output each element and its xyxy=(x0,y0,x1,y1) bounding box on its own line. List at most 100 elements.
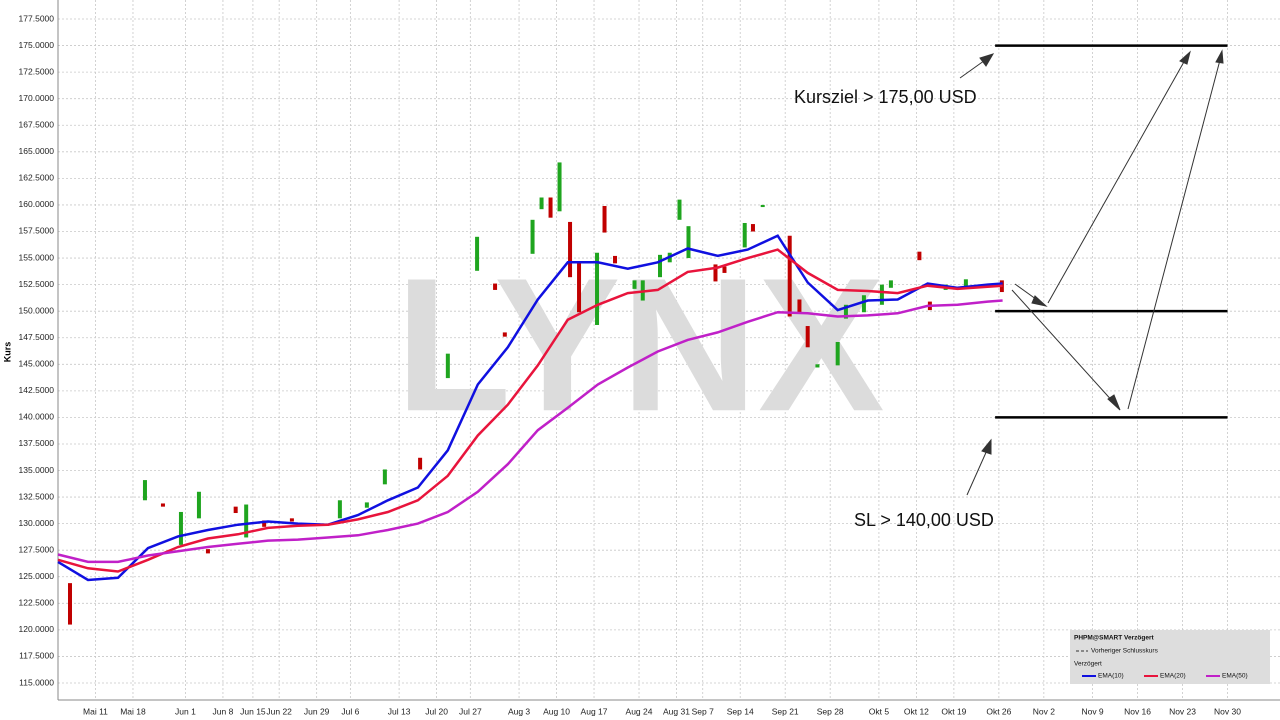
bar xyxy=(797,299,802,314)
bar xyxy=(160,503,165,507)
y-tick-label: 117.5000 xyxy=(19,651,54,661)
bar xyxy=(493,283,498,290)
bar xyxy=(418,457,423,470)
x-tick-label: Aug 10 xyxy=(543,706,570,716)
bar xyxy=(530,219,535,254)
y-tick-label: 130.0000 xyxy=(19,518,55,528)
bar xyxy=(262,520,267,527)
bar xyxy=(632,280,637,289)
y-tick-label: 122.5000 xyxy=(19,598,55,608)
x-tick-label: Jun 8 xyxy=(213,706,234,716)
y-tick-label: 145.0000 xyxy=(19,359,55,369)
y-tick-label: 150.0000 xyxy=(19,305,55,315)
bar xyxy=(289,518,294,522)
y-tick-label: 115.0000 xyxy=(19,677,54,687)
bar xyxy=(364,502,369,508)
bar xyxy=(142,480,147,501)
ema-line xyxy=(57,248,1003,573)
bar xyxy=(602,205,607,233)
y-tick-label: 160.0000 xyxy=(19,199,55,209)
x-tick-label: Aug 3 xyxy=(508,706,530,716)
x-tick-label: Aug 17 xyxy=(581,706,608,716)
x-tick-label: Okt 19 xyxy=(941,706,966,716)
y-tick-label: 120.0000 xyxy=(19,624,55,634)
bar xyxy=(963,279,968,287)
bar xyxy=(760,204,765,208)
bar xyxy=(539,197,544,210)
y-tick-label: 167.5000 xyxy=(19,120,55,130)
x-tick-label: Okt 5 xyxy=(869,706,890,716)
bar xyxy=(557,162,562,212)
bar xyxy=(382,469,387,485)
x-tick-label: Sep 28 xyxy=(817,706,844,716)
x-tick-label: Jul 27 xyxy=(459,706,482,716)
bar xyxy=(178,511,183,545)
bar xyxy=(843,304,848,319)
y-tick-label: 177.5000 xyxy=(19,13,55,23)
legend: PHPM@SMART Verzögert Vorheriger Schlussk… xyxy=(1070,630,1270,684)
legend-title: PHPM@SMART Verzögert xyxy=(1074,635,1154,642)
x-tick-label: Nov 30 xyxy=(1214,706,1241,716)
bar xyxy=(713,264,718,282)
y-tick-label: 155.0000 xyxy=(19,252,55,262)
y-tick-label: 170.0000 xyxy=(19,93,55,103)
bar xyxy=(568,221,573,278)
legend-label: EMA(10) xyxy=(1098,673,1124,680)
y-tick-label: 135.0000 xyxy=(19,465,55,475)
bar xyxy=(475,236,480,271)
ema-line xyxy=(57,299,1003,564)
x-tick-label: Nov 2 xyxy=(1033,706,1055,716)
bar xyxy=(805,326,810,348)
arrows xyxy=(959,49,1224,496)
x-tick-label: Jun 29 xyxy=(304,706,330,716)
x-tick-label: Nov 9 xyxy=(1081,706,1103,716)
bar xyxy=(686,226,691,259)
x-tick-label: Jun 1 xyxy=(175,706,196,716)
bar xyxy=(742,222,747,248)
legend-label: Verzögert xyxy=(1074,661,1102,668)
y-tick-label: 152.5000 xyxy=(19,279,55,289)
y-tick-label: 125.0000 xyxy=(19,571,55,581)
x-tick-label: Sep 21 xyxy=(772,706,799,716)
bar xyxy=(502,332,507,337)
y-tick-label: 140.0000 xyxy=(19,412,55,422)
bar xyxy=(233,506,238,514)
annotation: SL > 140,00 USD xyxy=(854,510,994,530)
y-axis-label: Kurs xyxy=(2,342,12,363)
bar xyxy=(577,262,582,313)
bar xyxy=(835,341,840,366)
y-tick-label: 157.5000 xyxy=(19,226,55,236)
y-tick-label: 137.5000 xyxy=(19,438,55,448)
bar xyxy=(861,295,866,313)
bar xyxy=(205,549,210,554)
bar xyxy=(244,504,249,538)
y-tick-label: 165.0000 xyxy=(19,146,55,156)
bar xyxy=(815,364,820,368)
x-tick-label: Okt 26 xyxy=(986,706,1011,716)
x-tick-label: Nov 16 xyxy=(1124,706,1151,716)
bar xyxy=(677,199,682,220)
bar xyxy=(445,353,450,379)
x-tick-label: Jul 13 xyxy=(388,706,411,716)
bar xyxy=(722,266,727,273)
bar xyxy=(879,284,884,305)
x-tick-label: Jul 6 xyxy=(341,706,359,716)
bar xyxy=(595,252,600,325)
bar xyxy=(67,583,72,625)
legend-box xyxy=(1070,630,1270,684)
x-tick-label: Sep 14 xyxy=(727,706,754,716)
x-tick-label: Aug 24 xyxy=(626,706,653,716)
x-tick-label: Nov 23 xyxy=(1169,706,1196,716)
watermark: LYNX xyxy=(395,239,884,451)
ema-line xyxy=(57,234,1003,582)
y-tick-label: 142.5000 xyxy=(19,385,55,395)
bar xyxy=(787,235,792,317)
bar xyxy=(613,255,618,264)
legend-label: EMA(20) xyxy=(1160,673,1186,680)
x-tick-label: Okt 12 xyxy=(904,706,929,716)
bar xyxy=(888,280,893,288)
y-tick-label: 172.5000 xyxy=(19,66,55,76)
y-tick-label: 132.5000 xyxy=(19,491,55,501)
